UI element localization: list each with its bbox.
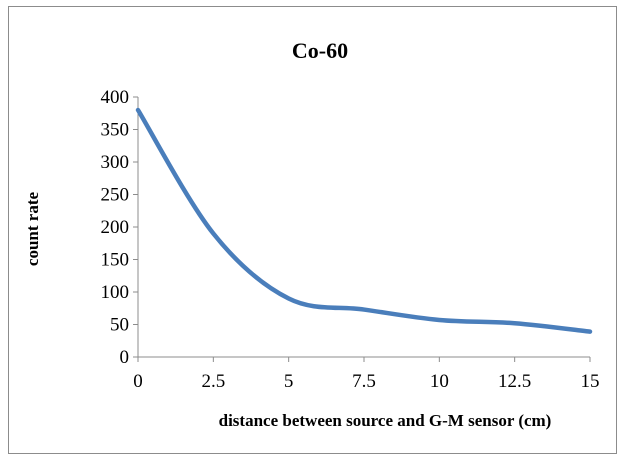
series-line: [135, 107, 593, 334]
chart-title: Co-60: [292, 38, 348, 63]
x-tick-label: 10: [430, 371, 449, 392]
x-tick-labels: 0 2.5 5 7.5 10 12.5 15: [133, 371, 599, 392]
x-tick-label: 5: [284, 371, 294, 392]
x-axis-label: distance between source and G-M sensor (…: [219, 411, 552, 430]
y-axis-label: count rate: [23, 191, 42, 266]
y-tick-labels: 0 50 100 150 200 250 300 350 400: [101, 87, 130, 368]
y-tick-label: 100: [101, 282, 130, 303]
y-tick-label: 150: [101, 250, 130, 271]
y-tick-label: 250: [101, 185, 130, 206]
x-tick-label: 2.5: [201, 371, 225, 392]
chart-frame: [8, 6, 617, 454]
y-tick-label: 300: [101, 152, 130, 173]
x-tick-label: 0: [133, 371, 143, 392]
axes: [133, 96, 591, 362]
y-tick-label: 350: [101, 120, 130, 141]
x-tick-label: 12.5: [498, 371, 531, 392]
y-tick-label: 0: [120, 347, 130, 368]
x-tick-label: 7.5: [352, 371, 376, 392]
y-tick-label: 400: [101, 87, 130, 108]
x-tick-label: 15: [581, 371, 600, 392]
series-group: [135, 107, 593, 334]
y-tick-label: 200: [101, 217, 130, 238]
y-tick-label: 50: [110, 315, 129, 336]
